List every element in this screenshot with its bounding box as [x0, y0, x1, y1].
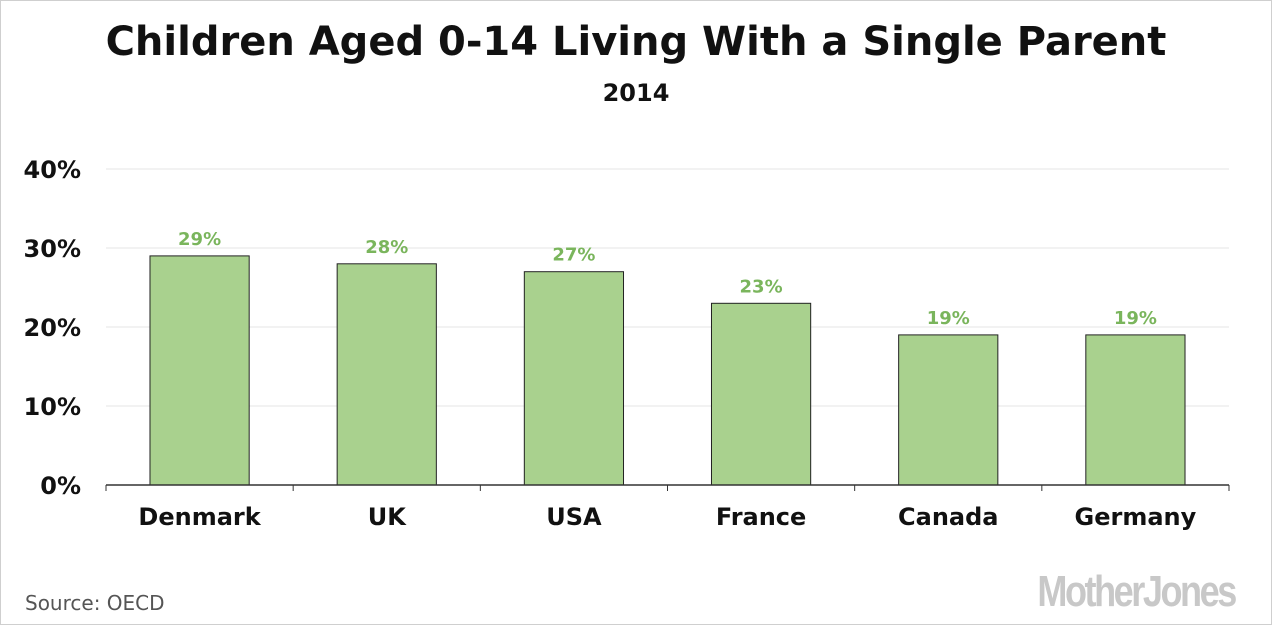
bar	[710, 302, 812, 486]
x-tick-label: USA	[546, 503, 602, 531]
chart-subtitle: 2014	[602, 79, 670, 107]
bar	[1085, 334, 1186, 486]
bar	[149, 255, 250, 486]
data-label: 28%	[365, 237, 408, 258]
data-label: 23%	[740, 276, 783, 297]
mother-jones-logo: MotherJones	[1037, 567, 1238, 616]
bar	[336, 263, 437, 486]
x-tick-label: Denmark	[138, 503, 261, 531]
y-tick-label: 10%	[24, 393, 81, 421]
x-tick-label: Germany	[1075, 503, 1197, 531]
y-tick-label: 30%	[24, 235, 81, 263]
data-label: 29%	[178, 229, 221, 250]
y-tick-label: 20%	[24, 314, 81, 342]
data-label: 19%	[1114, 308, 1157, 329]
source-note: Source: OECD	[25, 591, 165, 615]
bar	[898, 334, 999, 486]
y-tick-label: 40%	[24, 156, 81, 184]
data-label: 19%	[927, 308, 970, 329]
data-label: 27%	[552, 245, 595, 266]
bar	[523, 271, 625, 486]
y-tick-label: 0%	[40, 472, 81, 500]
chart-title: Children Aged 0-14 Living With a Single …	[105, 19, 1167, 65]
x-tick-label: Canada	[898, 503, 998, 531]
bar-chart: 0% 10% 20% 30% 40% 29% Denmark 28% UK 27% USA 23% Fr…	[24, 156, 1230, 531]
x-tick-label: UK	[368, 503, 407, 531]
x-tick-label: France	[716, 503, 806, 531]
